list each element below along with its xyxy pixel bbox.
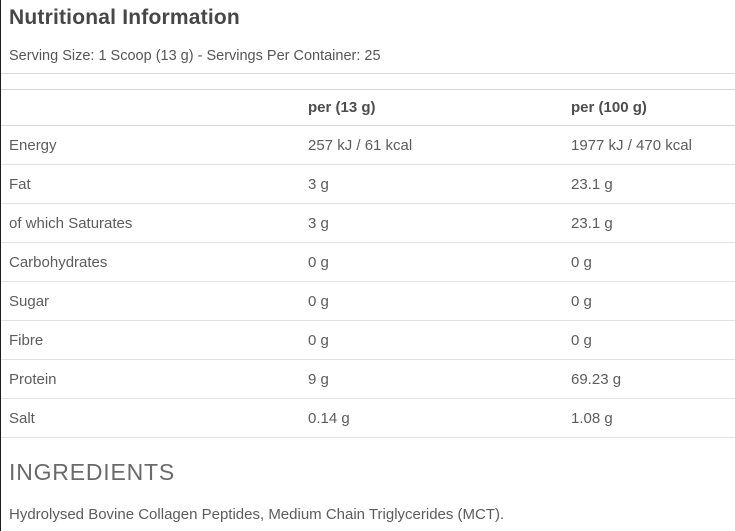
serving-info-text: Serving Size: 1 Scoop (13 g) - Servings … xyxy=(9,48,381,64)
per-serving-value: 0 g xyxy=(308,253,329,271)
nutrient-label: Sugar xyxy=(9,292,50,310)
table-row: Carbohydrates 0 g 0 g xyxy=(1,243,735,282)
ingredients-heading: INGREDIENTS xyxy=(9,459,175,485)
per-100g-value: 23.1 g xyxy=(571,175,613,193)
divider xyxy=(1,73,735,74)
per-100g-value: 0 g xyxy=(571,253,592,271)
nutrient-label: Protein xyxy=(9,370,57,388)
table-row: Fibre 0 g 0 g xyxy=(1,321,735,360)
per-100g-value: 23.1 g xyxy=(571,214,613,232)
page-title: Nutritional Information xyxy=(9,6,240,29)
nutrition-table: per (13 g) per (100 g) Energy 257 kJ / 6… xyxy=(1,89,735,438)
nutrient-label: Fibre xyxy=(9,331,44,349)
per-100g-value: 0 g xyxy=(571,292,592,310)
per-serving-value: 3 g xyxy=(308,175,329,193)
ingredients-text: Hydrolysed Bovine Collagen Peptides, Med… xyxy=(9,506,505,523)
per-100g-value: 69.23 g xyxy=(571,370,622,388)
nutrient-label: Carbohydrates xyxy=(9,253,108,271)
header-per-serving-column: per (13 g) xyxy=(308,99,376,116)
nutrient-label: Energy xyxy=(9,136,57,154)
per-serving-value: 3 g xyxy=(308,214,329,232)
table-row: Salt 0.14 g 1.08 g xyxy=(1,399,735,438)
per-100g-value: 1.08 g xyxy=(571,409,613,427)
per-serving-value: 9 g xyxy=(308,370,329,388)
nutrient-label: Fat xyxy=(9,175,31,193)
per-100g-value: 0 g xyxy=(571,331,592,349)
nutrient-label: Salt xyxy=(9,409,35,427)
table-body: Energy 257 kJ / 61 kcal 1977 kJ / 470 kc… xyxy=(1,126,735,438)
table-row: Protein 9 g 69.23 g xyxy=(1,360,735,399)
table-row: Energy 257 kJ / 61 kcal 1977 kJ / 470 kc… xyxy=(1,126,735,165)
table-row: Sugar 0 g 0 g xyxy=(1,282,735,321)
nutrient-label: of which Saturates xyxy=(9,214,133,232)
header-per-100g-column: per (100 g) xyxy=(571,99,647,116)
per-serving-value: 257 kJ / 61 kcal xyxy=(308,136,413,154)
per-100g-value: 1977 kJ / 470 kcal xyxy=(571,136,692,154)
per-serving-value: 0 g xyxy=(308,331,329,349)
per-serving-value: 0 g xyxy=(308,292,329,310)
table-row: Fat 3 g 23.1 g xyxy=(1,165,735,204)
table-header-row: per (13 g) per (100 g) xyxy=(1,89,735,126)
table-row: of which Saturates 3 g 23.1 g xyxy=(1,204,735,243)
per-serving-value: 0.14 g xyxy=(308,409,350,427)
